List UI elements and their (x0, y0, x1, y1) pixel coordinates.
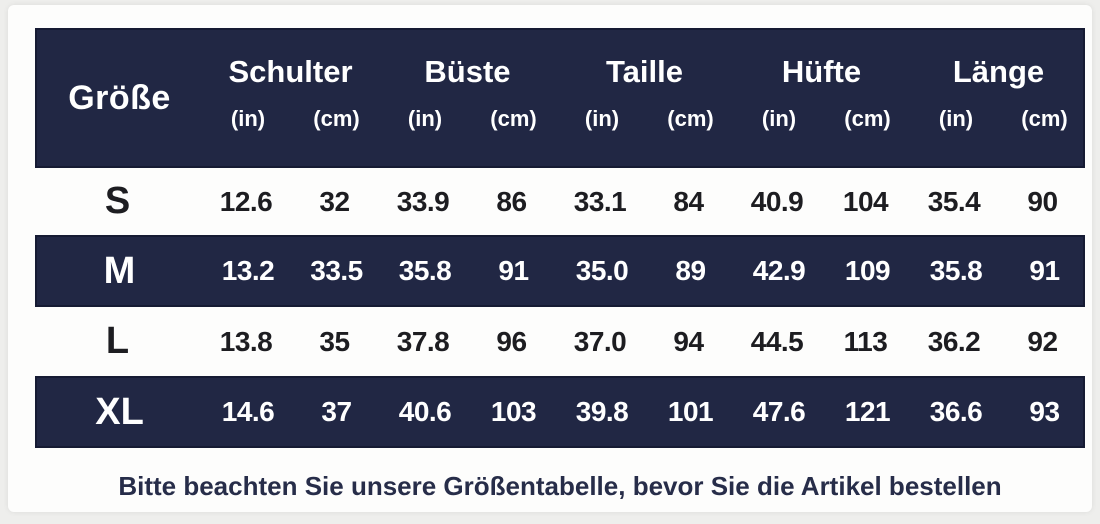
cell-waist-in: 33.1 (573, 185, 627, 217)
table-header-band: Größe Schulter Büste Taille Hüfte Länge … (35, 28, 1085, 168)
size-chart-card: Größe Schulter Büste Taille Hüfte Länge … (8, 5, 1092, 512)
unit-header-hip-in: (in) (761, 106, 797, 131)
unit-header-length-cm: (cm) (1021, 106, 1068, 131)
cell-bust-cm: 91 (498, 255, 529, 286)
cell-hip-cm: 109 (844, 255, 891, 286)
cell-waist-cm: 101 (667, 396, 714, 427)
cell-hip-cm: 113 (843, 325, 888, 357)
cell-waist-cm: 89 (675, 255, 706, 286)
cell-shoulder-cm: 32 (319, 185, 350, 217)
unit-header-shoulder-in: (in) (230, 106, 266, 131)
cell-bust-cm: 103 (490, 396, 537, 427)
cell-hip-in: 40.9 (750, 185, 804, 217)
unit-header-shoulder-cm: (cm) (313, 106, 360, 131)
cell-shoulder-in: 14.6 (221, 396, 275, 427)
unit-header-bust-cm: (cm) (490, 106, 537, 131)
cell-length-in: 36.2 (927, 325, 981, 357)
size-label: XL (95, 390, 144, 433)
cell-shoulder-in: 13.8 (219, 325, 273, 357)
cell-hip-in: 44.5 (750, 325, 804, 357)
cell-shoulder-cm: 37 (321, 396, 352, 427)
column-header-waist: Taille (606, 54, 683, 89)
cell-length-cm: 92 (1027, 325, 1058, 357)
cell-waist-cm: 84 (673, 185, 704, 217)
cell-length-cm: 91 (1029, 255, 1060, 286)
column-header-length: Länge (952, 54, 1045, 89)
unit-header-length-in: (in) (938, 106, 974, 131)
unit-header-waist-cm: (cm) (667, 106, 714, 131)
cell-length-in: 35.4 (927, 185, 981, 217)
cell-bust-cm: 86 (496, 185, 527, 217)
cell-shoulder-in: 13.2 (221, 255, 275, 286)
table-row-size-xl: XL 14.6 37 40.6 103 39.8 101 47.6 121 36… (35, 376, 1085, 448)
cell-waist-in: 37.0 (573, 325, 627, 357)
size-label: S (104, 180, 131, 222)
cell-bust-in: 37.8 (396, 325, 450, 357)
cell-length-cm: 90 (1027, 185, 1058, 217)
cell-waist-in: 35.0 (575, 255, 629, 286)
table-row-size-s: S 12.6 32 33.9 86 33.1 84 40.9 104 35.4 … (35, 168, 1085, 235)
unit-header-bust-in: (in) (407, 106, 443, 131)
cell-hip-in: 47.6 (752, 396, 806, 427)
column-header-shoulder: Schulter (228, 54, 353, 89)
cell-bust-in: 33.9 (396, 185, 450, 217)
size-chart-footer-note: Bitte beachten Sie unsere Größentabelle,… (118, 470, 1002, 501)
cell-hip-cm: 104 (842, 185, 889, 217)
column-header-hip: Hüfte (781, 54, 862, 89)
cell-length-cm: 93 (1029, 396, 1060, 427)
cell-shoulder-cm: 33.5 (310, 255, 363, 286)
table-row-size-l: L 13.8 35 37.8 96 37.0 94 44.5 113 36.2 … (35, 307, 1085, 376)
cell-hip-in: 42.9 (752, 255, 806, 286)
column-header-size: Größe (68, 78, 171, 117)
cell-shoulder-cm: 35 (319, 325, 350, 357)
size-chart-table: Größe Schulter Büste Taille Hüfte Länge … (35, 28, 1085, 524)
cell-waist-in: 39.8 (575, 396, 629, 427)
table-row-size-m: M 13.2 33.5 35.8 91 35.0 89 42.9 109 35.… (35, 235, 1085, 307)
cell-length-in: 35.8 (929, 255, 983, 286)
unit-header-waist-in: (in) (584, 106, 620, 131)
cell-bust-in: 40.6 (398, 396, 452, 427)
column-header-bust: Büste (424, 54, 511, 89)
cell-length-in: 36.6 (929, 396, 983, 427)
cell-hip-cm: 121 (844, 396, 891, 427)
cell-shoulder-in: 12.6 (219, 185, 273, 217)
size-label: L (105, 320, 130, 362)
cell-bust-cm: 96 (496, 325, 527, 357)
cell-waist-cm: 94 (673, 325, 704, 357)
unit-header-hip-cm: (cm) (844, 106, 891, 131)
cell-bust-in: 35.8 (398, 255, 452, 286)
size-label: M (103, 249, 136, 292)
